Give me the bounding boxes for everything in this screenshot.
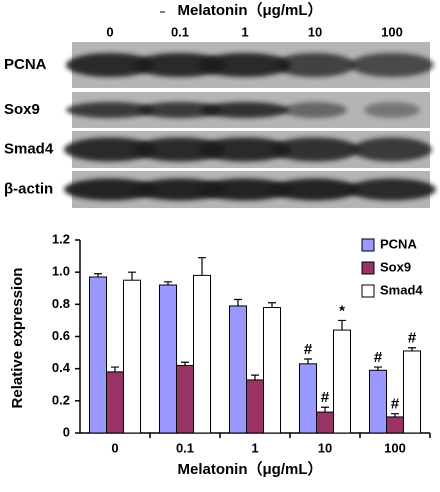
bar — [263, 307, 281, 434]
blot-band — [66, 102, 154, 118]
legend-label: PCNA — [380, 236, 417, 251]
error-bar — [391, 413, 399, 417]
lane-label: 1 — [241, 24, 248, 39]
error-bar — [251, 374, 259, 380]
row-label: β-actin — [4, 180, 53, 197]
y-axis-title: Relative expression — [9, 268, 26, 409]
bar — [123, 279, 141, 434]
error-bar — [304, 358, 312, 364]
bar — [369, 369, 387, 434]
legend-swatch — [361, 284, 375, 298]
significance: * — [339, 302, 345, 319]
error-bar — [268, 302, 276, 308]
blot-band — [350, 53, 434, 77]
bar — [106, 371, 124, 434]
significance: # — [408, 330, 417, 347]
y-tick-label: 0.6 — [52, 328, 70, 343]
blot-band — [199, 53, 291, 77]
significance: # — [304, 341, 313, 358]
bar — [333, 329, 351, 434]
blot-panel: 0 0.1 1 10 100 PCNA Sox9 Smad4 β-actin — [4, 24, 436, 208]
blot-band — [201, 102, 289, 118]
bar — [229, 305, 247, 434]
significance: # — [321, 389, 330, 406]
bar — [299, 363, 317, 434]
x-tick-label: 10 — [318, 440, 332, 455]
x-tick-label: 100 — [384, 440, 406, 455]
legend-label: Smad4 — [380, 282, 423, 297]
bar — [403, 350, 421, 434]
x-tick-label: 0 — [111, 440, 118, 455]
y-tick-label: 0.2 — [52, 392, 70, 407]
y-tick-label: 1.0 — [52, 264, 70, 279]
x-tick-label: 1 — [251, 440, 258, 455]
bar — [193, 274, 211, 434]
error-bar — [338, 319, 346, 331]
blot-band — [275, 53, 355, 77]
lane-label: 0.1 — [171, 24, 189, 39]
bar — [176, 364, 194, 434]
x-tick-label: 0.1 — [176, 440, 194, 455]
x-axis-title: Melatonin（μg/mL） — [177, 460, 322, 478]
blot-band — [199, 137, 291, 162]
error-bar — [374, 366, 382, 371]
lane-label: 0 — [106, 24, 113, 39]
row-label: PCNA — [4, 56, 47, 73]
blot-band — [64, 137, 156, 162]
lane-label: 100 — [381, 24, 403, 39]
blot-band — [352, 137, 432, 162]
bar — [89, 276, 107, 434]
legend-swatch — [361, 261, 375, 275]
blot-header: Melatonin（μg/mL） — [177, 1, 322, 19]
blot-band — [271, 178, 359, 201]
blot-band — [348, 178, 436, 201]
y-tick-label: 0.8 — [52, 296, 70, 311]
error-bar — [94, 273, 102, 277]
blot-band — [199, 178, 291, 201]
blot-band — [66, 53, 154, 77]
bar — [386, 416, 404, 434]
error-bar — [181, 361, 189, 366]
error-bar — [234, 298, 242, 306]
lane-label: 10 — [308, 24, 322, 39]
row-label: Smad4 — [4, 140, 54, 157]
error-bar — [111, 366, 119, 372]
blot-band — [134, 137, 226, 162]
y-tick-label: 0.4 — [52, 360, 71, 375]
plot: 0 0.2 0.4 0.6 0.8 1.0 1.2 0 0.1 1 10 # # * 100 # # # PCNA S… — [52, 231, 431, 455]
y-tick-label: 0 — [63, 424, 70, 439]
blot-band — [364, 102, 420, 118]
row-label: Sox9 — [4, 101, 40, 118]
bar — [159, 284, 177, 434]
significance: # — [391, 396, 400, 413]
blot-band — [138, 102, 222, 118]
error-bar — [321, 406, 329, 413]
error-bar — [164, 281, 172, 286]
error-bar — [198, 257, 206, 276]
significance: # — [374, 349, 383, 366]
bar — [246, 379, 264, 434]
error-bar — [128, 271, 136, 281]
legend-swatch — [361, 238, 375, 252]
blot-band — [134, 53, 226, 77]
blot-band — [271, 137, 359, 162]
legend-label: Sox9 — [380, 259, 411, 274]
error-bar — [408, 347, 416, 351]
y-tick-label: 1.2 — [52, 231, 70, 246]
blot-band — [283, 102, 347, 118]
bar — [316, 411, 334, 434]
blot-band — [134, 178, 226, 201]
blot-band — [64, 178, 156, 201]
